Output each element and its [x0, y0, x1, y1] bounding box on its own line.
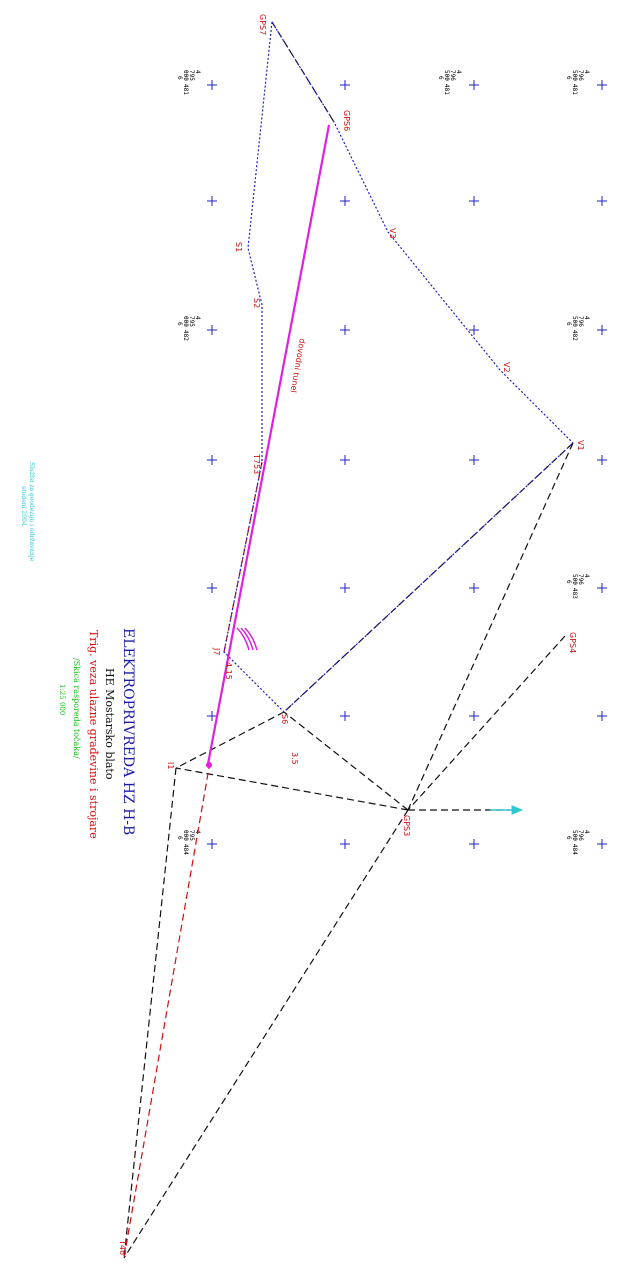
point-label-s1: S1	[234, 242, 243, 252]
svg-text:484: 484	[571, 844, 578, 855]
drawing-scale: 1:25 000	[58, 684, 66, 715]
svg-text:500: 500	[571, 574, 578, 585]
svg-text:483: 483	[571, 588, 578, 599]
svg-text:795: 795	[188, 830, 195, 841]
grid-coord-label: 4 796 500 482 6	[565, 316, 590, 341]
company-name: ELEKTROPRIVREDA HZ H-B	[120, 628, 136, 835]
point-label-gps4: GPS4	[568, 632, 577, 653]
institution-date: studeni 2004.	[20, 486, 27, 528]
svg-text:500: 500	[571, 830, 578, 841]
svg-text:6: 6	[565, 76, 572, 80]
point-label-gps3: GPS3	[402, 815, 411, 836]
title-block: ELEKTROPRIVREDA HZ H-B HE Mostarsko blat…	[20, 462, 136, 839]
svg-text:4: 4	[583, 830, 590, 834]
tunnel-line	[206, 124, 331, 765]
svg-text:4: 4	[194, 316, 201, 320]
svg-text:4: 4	[583, 316, 590, 320]
grid-coord-label: 4 795 000 481 6	[176, 70, 201, 95]
point-labels: GPS7 GPS6 V3 V2 V1 S1 S2 T753 J7 S6 I1 G…	[118, 14, 585, 1255]
point-label-j7: J7	[212, 647, 221, 655]
point-label-v2: V2	[502, 362, 511, 373]
svg-text:6: 6	[437, 76, 444, 80]
sight-line	[407, 635, 566, 811]
grid-coord-label: 4 796 500 484 6	[565, 830, 590, 855]
tunnel-label: dovodni tunel	[288, 338, 306, 394]
svg-text:796: 796	[449, 70, 456, 81]
point-label-s2: S2	[252, 298, 261, 308]
svg-text:796: 796	[577, 316, 584, 327]
distance-label: 3.5	[290, 752, 299, 765]
svg-text:6: 6	[176, 76, 183, 80]
sight-line	[271, 21, 335, 123]
point-label-t753: T753	[252, 453, 261, 474]
sight-line	[175, 711, 285, 769]
drawing-subtitle: /Skica rasporeda točaka/	[72, 658, 81, 759]
svg-text:481: 481	[182, 84, 189, 95]
svg-text:6: 6	[565, 580, 572, 584]
svg-text:481: 481	[443, 84, 450, 95]
point-label-s6: S6	[280, 714, 289, 724]
sight-lines-red	[123, 461, 263, 1259]
grid-crosses	[207, 80, 607, 849]
sight-line	[123, 767, 177, 1259]
svg-text:6: 6	[565, 322, 572, 326]
svg-text:795: 795	[188, 316, 195, 327]
svg-text:6: 6	[176, 836, 183, 840]
traverse-polyline	[271, 21, 574, 444]
grid-coord-label: 4 796 500 481 6	[565, 70, 590, 95]
point-label-v1: V1	[576, 440, 585, 451]
grid-coord-label: 4 796 500 483 6	[565, 574, 590, 599]
svg-text:4: 4	[583, 70, 590, 74]
svg-text:795: 795	[188, 70, 195, 81]
point-label-gps6: GPS6	[342, 110, 351, 131]
svg-text:4: 4	[194, 70, 201, 74]
grid-coord-label: 4 795 000 482 6	[176, 316, 201, 341]
drawing-subject: Trig. veza ulazne građevine i strojare	[87, 630, 100, 839]
north-arrow-icon	[490, 805, 524, 815]
svg-text:000: 000	[182, 830, 189, 841]
sight-line	[283, 711, 409, 811]
sight-line-red	[123, 761, 211, 1259]
sight-line	[123, 809, 409, 1259]
svg-text:484: 484	[182, 844, 189, 855]
sight-lines-black	[123, 21, 574, 1259]
svg-text:500: 500	[571, 316, 578, 327]
svg-text:4: 4	[455, 70, 462, 74]
svg-text:000: 000	[182, 70, 189, 81]
svg-text:796: 796	[577, 70, 584, 81]
svg-text:796: 796	[577, 830, 584, 841]
svg-text:4: 4	[583, 574, 590, 578]
point-label-i1: I1	[166, 762, 175, 769]
institution-line: Služba za geodeziju i održavanje	[28, 462, 35, 562]
svg-text:481: 481	[571, 84, 578, 95]
point-label-v3: V3	[388, 228, 397, 239]
point-label-gps7: GPS7	[258, 14, 267, 35]
svg-text:6: 6	[565, 836, 572, 840]
traverse-lines	[223, 21, 574, 713]
svg-text:500: 500	[571, 70, 578, 81]
grid-coord-label: 4 796 500 481 6	[437, 70, 462, 95]
sight-line	[175, 767, 409, 811]
svg-text:796: 796	[577, 574, 584, 585]
tunnel-end-point	[206, 762, 212, 768]
grid-coordinate-labels: 4 795 000 481 6 4 796 500 481 6 4 796 50…	[176, 70, 590, 855]
point-label-t46: T46	[118, 1239, 127, 1255]
svg-text:000: 000	[182, 316, 189, 327]
distance-label: 4.15	[224, 662, 233, 680]
svg-text:6: 6	[176, 322, 183, 326]
sight-line	[407, 442, 574, 811]
traverse-polyline	[223, 21, 574, 713]
svg-text:482: 482	[182, 330, 189, 341]
svg-text:482: 482	[571, 330, 578, 341]
project-name: HE Mostarsko blato	[103, 668, 116, 780]
svg-text:500: 500	[443, 70, 450, 81]
